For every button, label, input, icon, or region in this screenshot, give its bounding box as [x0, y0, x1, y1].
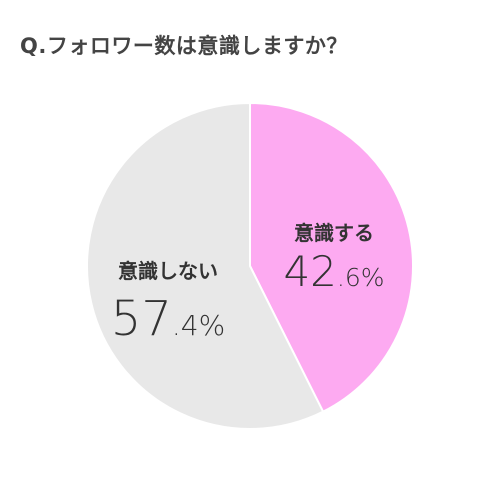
- slice-label: 意識しない: [118, 259, 218, 283]
- chart-title: Q.フォロワー数は意識しますか？: [20, 34, 348, 58]
- slice-value-unit: %: [199, 309, 226, 342]
- slice-value-whole: 42: [283, 247, 336, 296]
- slice-label: 意識する: [294, 221, 374, 245]
- pie-slice: [249, 101, 414, 414]
- slice-value-whole: 57: [111, 291, 172, 347]
- slice-value-fraction: .6: [337, 263, 361, 292]
- slice-value-fraction: .4: [172, 309, 199, 342]
- slice-value-unit: %: [361, 263, 385, 292]
- pie-slice: [86, 101, 325, 430]
- slice-value: 42.6%: [283, 247, 384, 296]
- slice-value: 57.4%: [111, 291, 225, 347]
- pie-slices: [86, 101, 414, 430]
